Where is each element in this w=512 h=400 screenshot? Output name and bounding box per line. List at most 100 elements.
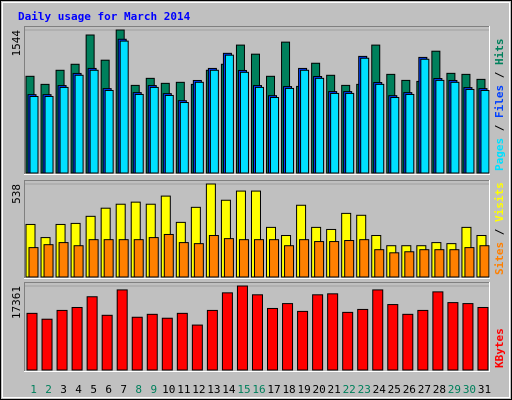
legend-entry: KBytes <box>493 328 506 368</box>
bar <box>387 304 399 371</box>
x-tick-label: 6 <box>105 383 112 396</box>
legend: Sites / Visits <box>493 182 506 275</box>
y-tick-label: 538 <box>10 184 23 204</box>
bar <box>314 241 325 278</box>
x-tick-label: 20 <box>313 383 326 396</box>
bar <box>462 303 474 371</box>
bar <box>432 291 444 371</box>
bar <box>239 71 249 174</box>
bar <box>58 242 69 278</box>
bar <box>28 247 39 278</box>
legend: Pages / Files / Hits <box>493 39 506 172</box>
bar <box>161 317 173 371</box>
bar <box>148 237 159 278</box>
bar <box>179 102 189 174</box>
bar <box>315 77 325 174</box>
bar <box>434 249 445 278</box>
bar <box>359 239 370 278</box>
chart-title: Daily usage for March 2014 <box>18 10 191 23</box>
bar <box>285 87 295 174</box>
bar <box>73 245 84 278</box>
bar <box>71 306 83 371</box>
x-tick-label: 17 <box>267 383 280 396</box>
bar <box>447 302 459 371</box>
bar <box>43 244 54 278</box>
bar <box>477 306 489 371</box>
bar <box>420 58 430 174</box>
x-tick-label: 4 <box>75 383 82 396</box>
bar <box>163 233 174 278</box>
x-tick-label: 27 <box>418 383 431 396</box>
bar <box>134 93 144 174</box>
legend-entry: Hits <box>493 39 506 66</box>
bar <box>267 307 279 371</box>
legend-entry: Pages <box>493 138 506 171</box>
bar <box>253 239 264 278</box>
legend-separator: / <box>493 228 506 235</box>
legend-separator: / <box>493 124 506 131</box>
bar <box>357 308 369 371</box>
bar <box>178 242 189 278</box>
bar <box>41 318 53 371</box>
bar <box>104 89 114 174</box>
bar <box>89 69 99 174</box>
bar <box>209 69 219 174</box>
bar <box>236 285 248 371</box>
x-tick-label: 19 <box>297 383 310 396</box>
x-tick-label: 9 <box>150 383 157 396</box>
bar <box>44 95 54 174</box>
bar <box>299 239 310 278</box>
x-tick-label: 15 <box>237 383 250 396</box>
x-tick-label: 16 <box>252 383 265 396</box>
bar <box>389 252 400 278</box>
x-tick-label: 11 <box>177 383 190 396</box>
bar <box>56 309 68 371</box>
bar <box>449 249 460 278</box>
x-tick-label: 18 <box>282 383 295 396</box>
x-tick-label: 21 <box>328 383 341 396</box>
x-tick-label: 2 <box>45 383 52 396</box>
bar <box>282 303 294 371</box>
bar <box>131 316 143 371</box>
bar <box>464 247 475 278</box>
bar <box>269 239 280 278</box>
legend-entry: Files <box>493 85 506 118</box>
legend-separator: / <box>493 71 506 78</box>
legend-separator <box>493 65 506 72</box>
bar <box>254 86 264 174</box>
x-tick-label: 22 <box>343 383 356 396</box>
x-tick-label: 29 <box>448 383 461 396</box>
x-tick-label: 8 <box>135 383 142 396</box>
legend-separator <box>493 118 506 125</box>
bar <box>480 89 490 174</box>
x-tick-label: 3 <box>60 383 67 396</box>
bar <box>116 289 128 371</box>
bar <box>405 93 415 174</box>
bar <box>330 92 340 174</box>
bar <box>450 81 460 174</box>
bar <box>435 79 445 174</box>
legend: KBytes <box>493 328 506 368</box>
bar <box>101 314 113 371</box>
x-tick-label: 28 <box>433 383 446 396</box>
bar <box>417 309 429 371</box>
bar <box>223 238 234 278</box>
bar <box>270 97 280 174</box>
x-tick-label: 25 <box>388 383 401 396</box>
legend-entry: Visits <box>493 182 506 222</box>
bar <box>146 313 158 371</box>
bar <box>465 88 475 174</box>
bar <box>29 95 39 174</box>
x-tick-label: 7 <box>120 383 127 396</box>
bar <box>221 292 233 371</box>
bar <box>26 312 38 371</box>
bar <box>224 54 234 174</box>
x-tick-label: 14 <box>222 383 236 396</box>
bar <box>164 94 174 174</box>
bar <box>297 310 309 371</box>
bar <box>176 312 188 371</box>
bar <box>193 243 204 278</box>
bar <box>251 294 263 371</box>
bar <box>74 74 84 174</box>
x-tick-label: 5 <box>90 383 97 396</box>
